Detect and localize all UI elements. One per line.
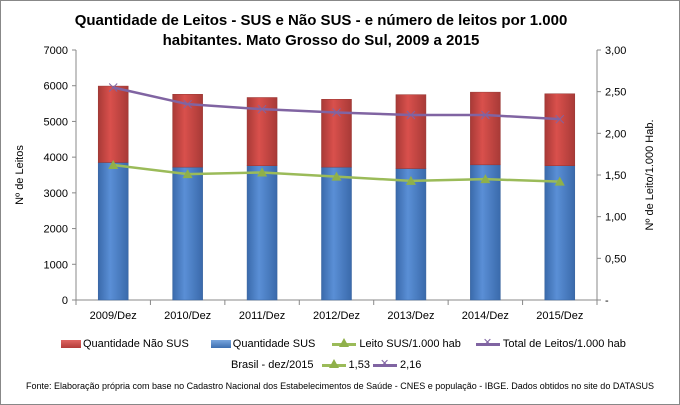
x-tick-label: 2010/Dez: [164, 310, 211, 322]
brasil-label: Brasil - dez/2015: [231, 359, 314, 371]
marker-leito-sus: [405, 175, 416, 185]
y-axis-title: Nº de Leitos: [14, 145, 26, 205]
legend-triangle-line-icon: [332, 338, 357, 350]
legend-label-sus: Quantidade SUS: [232, 338, 316, 350]
source-note: Fonte: Elaboração própria com base no Ca…: [25, 381, 654, 391]
bar-quantidade-nao-sus: [470, 91, 501, 166]
brasil-reference: Brasil - dez/2015 1,53 2,16: [231, 357, 422, 371]
left-tick-label: 7000: [44, 45, 68, 57]
bar-quantidade-sus: [97, 162, 129, 301]
x-tick-label: 2015/Dez: [536, 310, 583, 322]
x-tick-label: 2011/Dez: [239, 310, 285, 322]
chart-title: Quantidade de Leitos - SUS e Não SUS - e…: [74, 12, 568, 49]
marker-leito-sus: [554, 176, 565, 186]
bar-quantidade-nao-sus: [544, 93, 576, 166]
marker-leito-sus: [108, 160, 119, 169]
left-tick-label: 1000: [44, 259, 68, 271]
bar-quantidade-sus: [246, 165, 278, 301]
x-tick-label: 2013/Dez: [387, 310, 434, 322]
marker-leito-sus: [182, 169, 193, 179]
right-tick-label: -: [605, 295, 609, 307]
right-tick-label: 3,00: [605, 45, 626, 57]
left-tick-label: 6000: [44, 81, 68, 93]
bar-quantidade-sus: [544, 165, 576, 301]
marker-total-leitos: [183, 99, 192, 109]
marker-leito-sus: [257, 167, 268, 177]
right-tick-label: 2,50: [605, 87, 626, 99]
brasil-total-leitos: 2,16: [399, 359, 422, 371]
x-tick-label: 2014/Dez: [462, 310, 509, 322]
legend-label-leito-sus: Leito SUS/1.000 hab: [359, 338, 461, 350]
bar-quantidade-nao-sus: [395, 94, 427, 169]
marker-total-leitos: [332, 108, 341, 117]
left-tick-label: 4000: [44, 152, 68, 164]
marker-total-leitos: [555, 114, 565, 124]
right-tick-label: 2,00: [605, 128, 626, 140]
x-tick-label: 2009/Dez: [90, 310, 137, 322]
brasil-leito-sus: 1,53: [348, 359, 370, 371]
left-tick-label: 2000: [44, 224, 68, 236]
brasil-x-line-icon: [372, 357, 397, 371]
bar-quantidade-nao-sus: [321, 99, 352, 168]
bar-quantidade-sus: [395, 168, 427, 301]
marker-total-leitos: [406, 110, 416, 120]
left-tick-label: 5000: [44, 116, 68, 128]
legend: Quantidade Não SUS Quantidade SUS Leito …: [61, 336, 626, 350]
brasil-triangle-line-icon: [321, 359, 346, 371]
legend-label-nao-sus: Quantidade Não SUS: [83, 338, 189, 350]
right-tick-label: 1,50: [605, 170, 626, 182]
marker-total-leitos: [108, 83, 118, 92]
bar-quantidade-nao-sus: [97, 85, 129, 163]
left-tick-label: 0: [62, 295, 68, 307]
left-tick-label: 3000: [44, 188, 68, 200]
marker-leito-sus: [331, 171, 342, 181]
y2-axis-title: Nº de Leito/1.000 Hab.: [644, 119, 656, 230]
legend-x-line-icon: [475, 336, 500, 350]
legend-swatch-sus: [210, 340, 231, 348]
marker-total-leitos: [257, 104, 267, 114]
legend-swatch-nao-sus: [61, 340, 81, 348]
right-tick-label: 0,50: [605, 253, 626, 265]
right-tick-label: 1,00: [605, 212, 626, 224]
marker-total-leitos: [481, 110, 490, 120]
x-tick-label: 2012/Dez: [313, 310, 360, 322]
bar-quantidade-sus: [470, 164, 501, 301]
bar-quantidade-nao-sus: [172, 94, 203, 168]
bar-quantidade-sus: [321, 166, 352, 301]
legend-label-total: Total de Leitos/1.000 hab: [502, 338, 626, 350]
marker-leito-sus: [480, 174, 491, 184]
bar-quantidade-sus: [172, 166, 203, 301]
